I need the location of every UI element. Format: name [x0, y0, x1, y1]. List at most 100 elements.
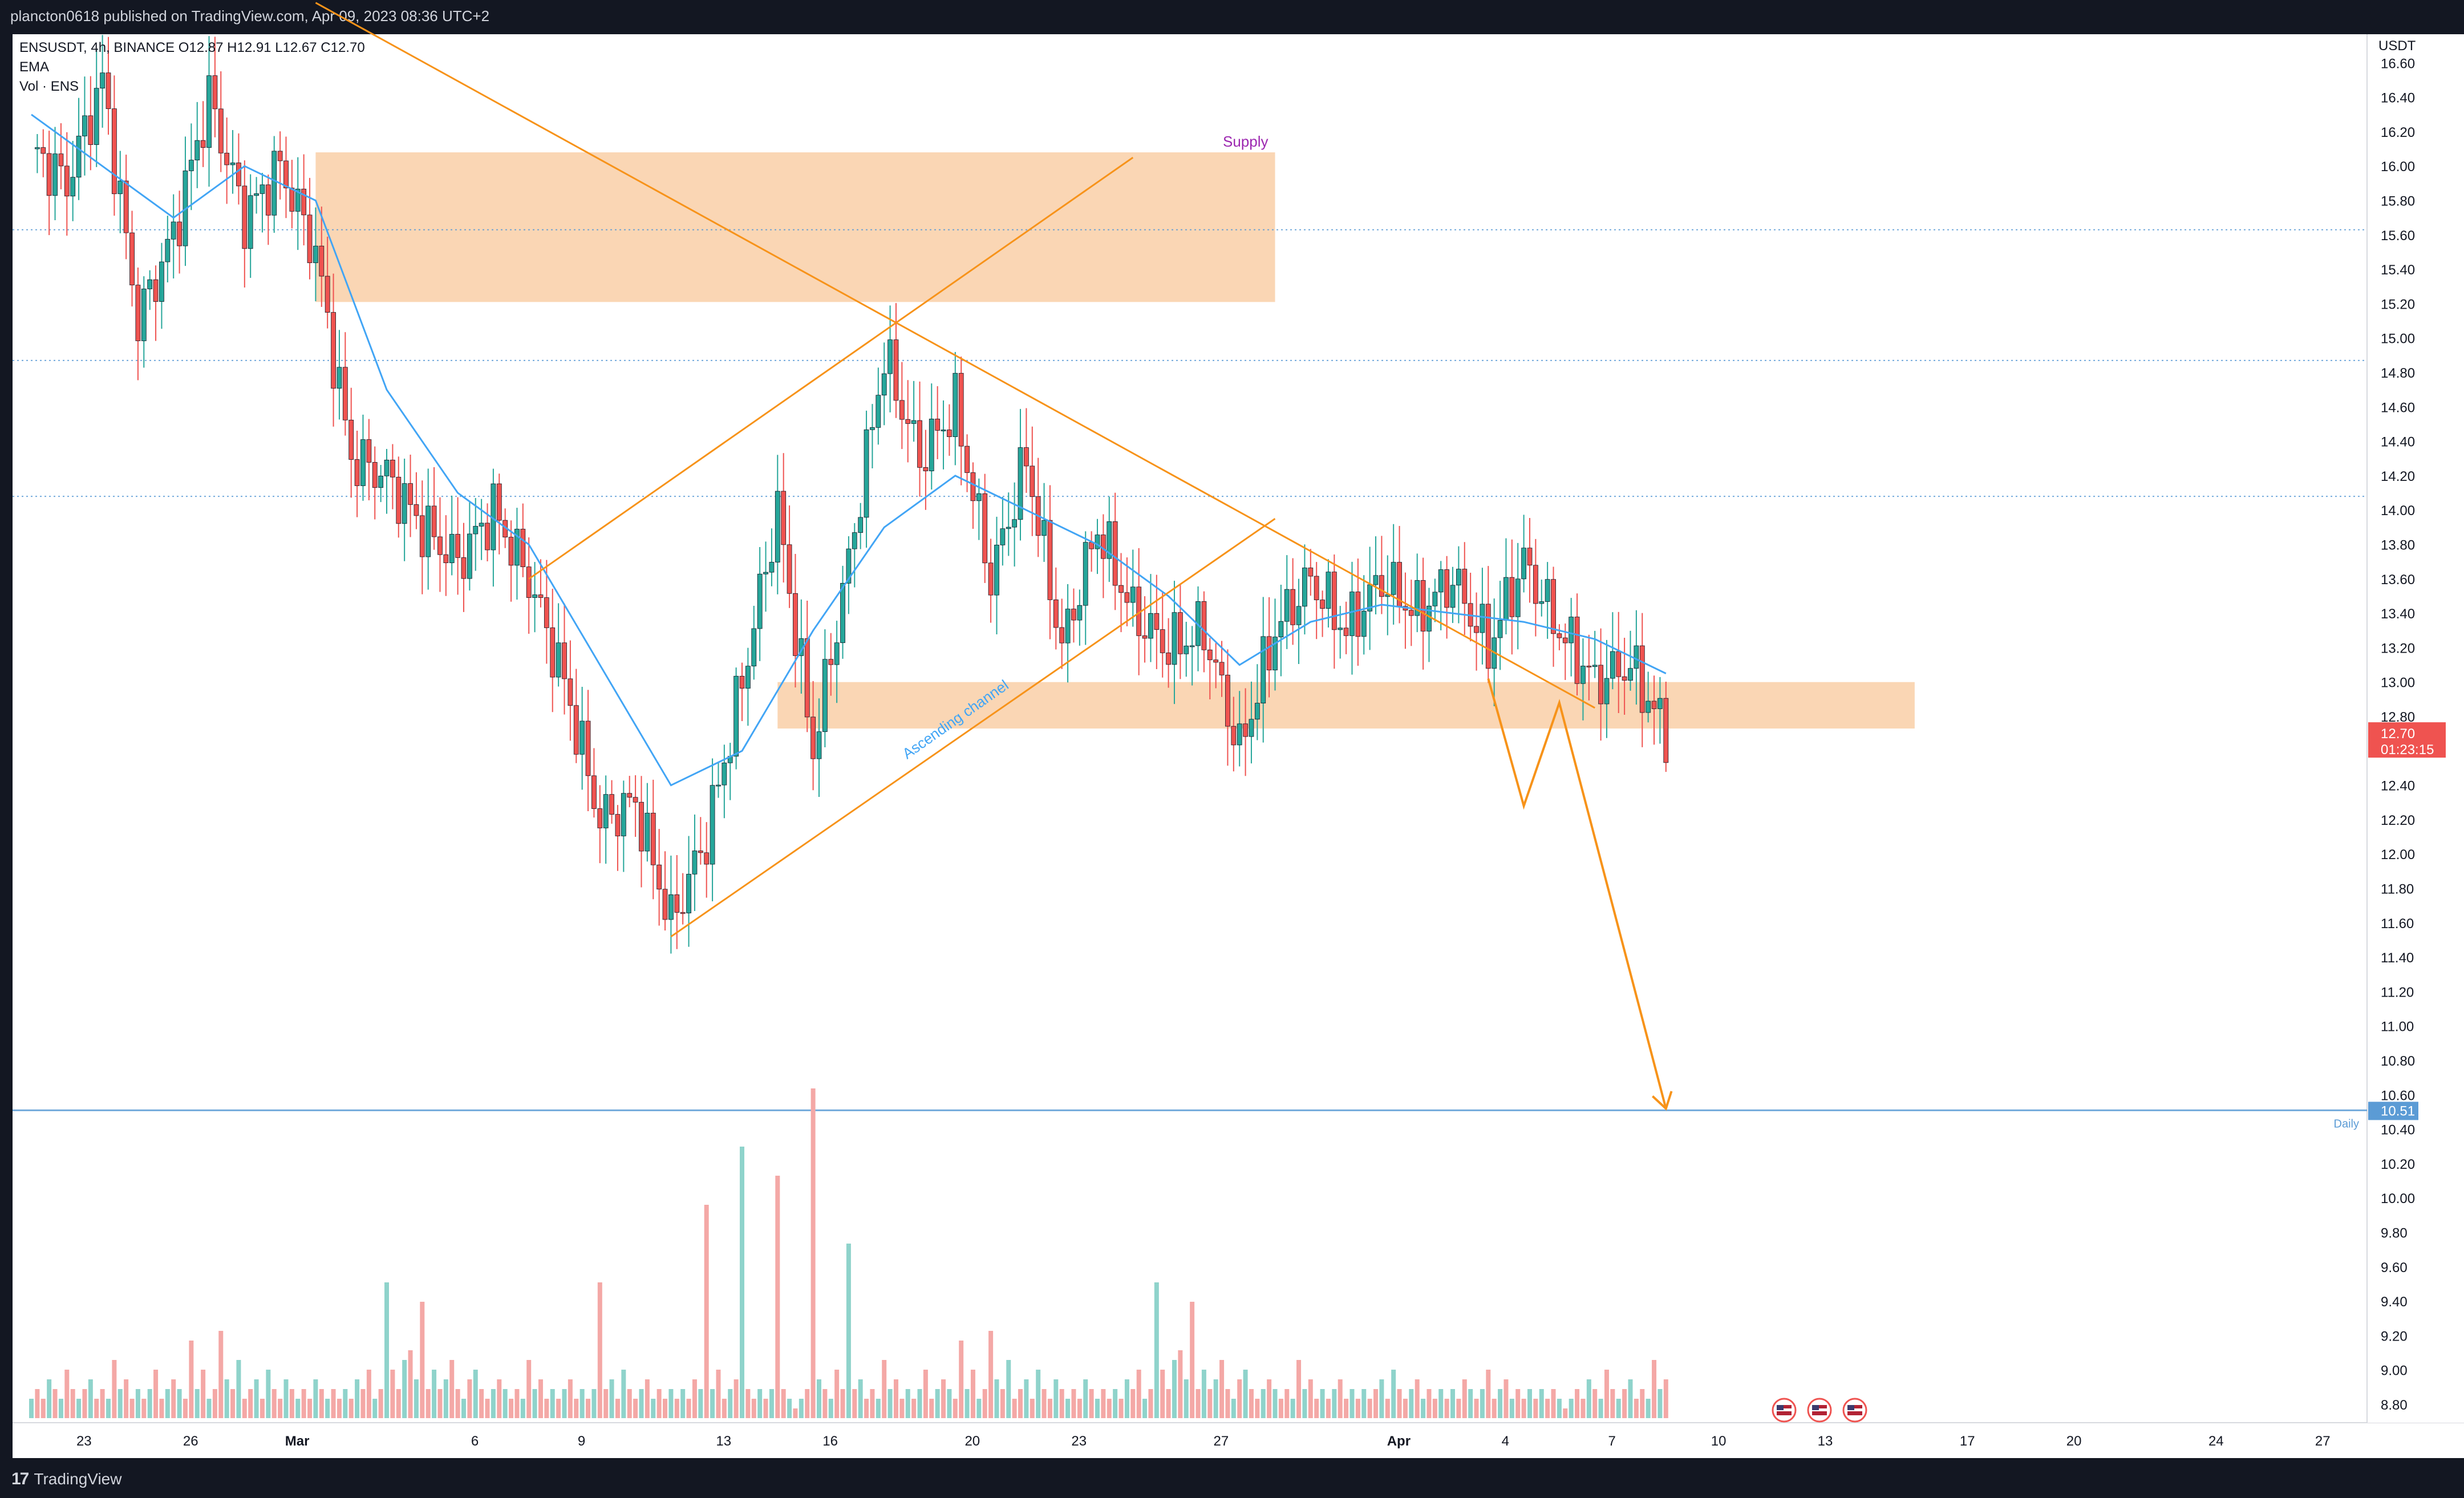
candle-body[interactable] [408, 483, 413, 505]
candle-body[interactable] [1225, 674, 1230, 727]
candle-body[interactable] [1646, 701, 1651, 713]
candle-body[interactable] [331, 312, 336, 389]
candle-body[interactable] [1634, 645, 1639, 669]
candle-body[interactable] [64, 165, 70, 197]
candle-body[interactable] [887, 339, 893, 374]
candle-body[interactable] [34, 147, 40, 149]
candle-body[interactable] [893, 339, 899, 401]
candle-body[interactable] [1142, 635, 1148, 639]
candle-body[interactable] [194, 140, 200, 161]
candle-body[interactable] [520, 529, 526, 568]
candle-body[interactable] [260, 184, 265, 194]
candle-body[interactable] [431, 505, 437, 537]
candle-body[interactable] [117, 180, 123, 195]
candle-body[interactable] [953, 373, 958, 438]
candle-body[interactable] [858, 517, 864, 533]
candle-body[interactable] [1509, 577, 1515, 617]
candle-body[interactable] [1012, 519, 1018, 528]
candle-body[interactable] [1391, 562, 1396, 595]
supply-zone[interactable] [315, 152, 1275, 302]
candle-body[interactable] [230, 163, 236, 165]
candle-body[interactable] [822, 659, 828, 732]
candle-body[interactable] [1420, 580, 1426, 631]
candle-body[interactable] [111, 108, 117, 195]
candle-body[interactable] [271, 151, 277, 216]
candle-body[interactable] [177, 221, 182, 246]
candle-body[interactable] [793, 593, 798, 656]
candle-body[interactable] [1302, 568, 1307, 607]
candle-body[interactable] [609, 794, 614, 815]
candle-body[interactable] [544, 597, 549, 628]
candle-body[interactable] [1065, 609, 1071, 643]
candle-body[interactable] [745, 666, 751, 689]
candle-body[interactable] [615, 814, 621, 836]
candle-body[interactable] [1598, 665, 1603, 705]
candle-body[interactable] [1432, 592, 1438, 606]
candle-body[interactable] [1243, 723, 1248, 737]
candle-body[interactable] [568, 678, 573, 706]
candle-body[interactable] [449, 534, 455, 564]
candle-body[interactable] [82, 115, 87, 136]
candle-body[interactable] [70, 177, 76, 197]
candle-body[interactable] [1047, 520, 1053, 600]
candle-body[interactable] [704, 852, 710, 865]
candle-body[interactable] [633, 797, 638, 803]
candle-body[interactable] [994, 544, 999, 596]
candle-body[interactable] [1545, 579, 1550, 602]
candle-body[interactable] [905, 419, 911, 424]
candle-body[interactable] [1450, 585, 1456, 608]
candle-body[interactable] [1166, 653, 1171, 665]
candle-body[interactable] [325, 276, 330, 313]
ema-line[interactable] [31, 114, 1667, 787]
candle-body[interactable] [1296, 606, 1302, 625]
candle-body[interactable] [212, 75, 218, 110]
candle-body[interactable] [1213, 659, 1219, 663]
candle-body[interactable] [508, 537, 514, 566]
candle-body[interactable] [1361, 610, 1367, 637]
candle-body[interactable] [585, 720, 591, 776]
candle-body[interactable] [1000, 528, 1006, 545]
candle-body[interactable] [840, 583, 845, 643]
candle-body[interactable] [668, 894, 674, 920]
candle-body[interactable] [283, 160, 289, 188]
candle-body[interactable] [526, 566, 532, 598]
candle-body[interactable] [834, 642, 840, 665]
candle-body[interactable] [692, 851, 698, 874]
candle-body[interactable] [106, 72, 111, 110]
candle-body[interactable] [1148, 613, 1153, 639]
candle-body[interactable] [1160, 629, 1165, 653]
candle-body[interactable] [810, 716, 816, 759]
candle-body[interactable] [425, 505, 431, 557]
candle-body[interactable] [1562, 637, 1568, 643]
candle-body[interactable] [1077, 605, 1083, 621]
candle-body[interactable] [200, 140, 206, 148]
candle-body[interactable] [301, 188, 307, 216]
candle-body[interactable] [1030, 465, 1035, 497]
candle-body[interactable] [674, 894, 680, 913]
candle-body[interactable] [242, 185, 248, 249]
candle-body[interactable] [852, 532, 857, 549]
candle-body[interactable] [52, 153, 58, 196]
candle-body[interactable] [982, 493, 988, 564]
candle-body[interactable] [354, 459, 360, 486]
candle-body[interactable] [129, 232, 135, 286]
descending-trendline[interactable] [315, 2, 1595, 709]
candle-body[interactable] [550, 627, 556, 678]
candle-body[interactable] [165, 238, 171, 262]
demand-zone[interactable] [777, 682, 1915, 729]
candle-body[interactable] [1018, 447, 1023, 520]
candle-body[interactable] [147, 279, 153, 289]
candle-body[interactable] [864, 429, 869, 518]
candle-body[interactable] [757, 573, 763, 629]
candle-body[interactable] [881, 373, 887, 396]
candle-body[interactable] [1456, 569, 1461, 586]
candle-body[interactable] [1485, 604, 1491, 669]
candle-body[interactable] [556, 642, 561, 678]
candle-body[interactable] [1219, 662, 1225, 675]
candle-body[interactable] [1349, 592, 1355, 636]
candle-body[interactable] [360, 439, 366, 486]
candle-body[interactable] [414, 504, 419, 516]
candle-body[interactable] [1557, 633, 1562, 638]
candle-body[interactable] [224, 152, 230, 165]
candle-body[interactable] [1278, 621, 1284, 638]
